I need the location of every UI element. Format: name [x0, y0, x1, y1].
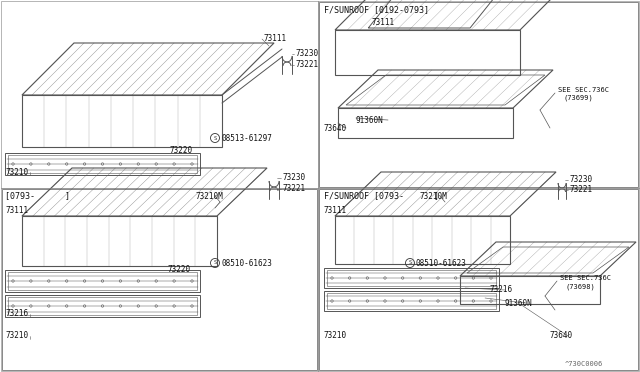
Text: S: S: [408, 260, 412, 266]
Bar: [319, 2, 638, 187]
Text: (73699): (73699): [564, 95, 594, 101]
Bar: [338, 108, 513, 138]
Text: 73210M: 73210M: [420, 192, 448, 201]
Bar: [327, 270, 496, 286]
Text: SEE SEC.736C: SEE SEC.736C: [560, 275, 611, 281]
Text: 73111: 73111: [264, 33, 287, 42]
Bar: [8, 297, 197, 315]
Bar: [5, 153, 200, 175]
Text: 73210: 73210: [324, 331, 347, 340]
Bar: [324, 291, 499, 311]
Text: F/SUNROOF [0192-0793]: F/SUNROOF [0192-0793]: [324, 6, 429, 15]
Bar: [327, 293, 496, 309]
Text: 73216: 73216: [5, 310, 28, 318]
Text: 73111: 73111: [372, 17, 395, 26]
Bar: [335, 30, 520, 75]
Text: 91360N: 91360N: [505, 298, 532, 308]
Text: [0793-      ]: [0793- ]: [5, 192, 70, 201]
Text: 73210: 73210: [5, 167, 28, 176]
Bar: [8, 272, 197, 290]
Text: 73111: 73111: [324, 205, 347, 215]
Text: 73221: 73221: [296, 60, 319, 68]
Text: ^730C0006: ^730C0006: [565, 361, 604, 367]
Text: 73210M: 73210M: [195, 192, 223, 201]
Text: 91360N: 91360N: [356, 115, 384, 125]
Text: 73221: 73221: [283, 183, 306, 192]
Bar: [319, 189, 638, 370]
Text: (73698): (73698): [566, 284, 596, 290]
Bar: [5, 270, 200, 292]
Text: 73216: 73216: [490, 285, 513, 295]
Text: S: S: [213, 135, 216, 141]
Text: 73220: 73220: [170, 145, 193, 154]
Text: 73210: 73210: [5, 331, 28, 340]
Text: 08510-61623: 08510-61623: [416, 259, 467, 267]
Text: SEE SEC.736C: SEE SEC.736C: [558, 87, 609, 93]
Bar: [2, 189, 317, 370]
Text: 73221: 73221: [570, 185, 593, 193]
Text: S: S: [213, 260, 216, 266]
Text: 73111: 73111: [5, 205, 28, 215]
Text: 73230: 73230: [570, 174, 593, 183]
Text: 73220: 73220: [168, 266, 191, 275]
Bar: [460, 276, 600, 304]
Bar: [5, 295, 200, 317]
Text: 73640: 73640: [550, 331, 573, 340]
Text: 73230: 73230: [296, 48, 319, 58]
Bar: [324, 268, 499, 288]
Text: 08513-61297: 08513-61297: [221, 134, 272, 142]
Text: F/SUNROOF [0793-      ]: F/SUNROOF [0793- ]: [324, 192, 439, 201]
Text: 73230: 73230: [283, 173, 306, 182]
Text: 73640: 73640: [324, 124, 347, 132]
Bar: [8, 155, 197, 173]
Text: 08510-61623: 08510-61623: [221, 259, 272, 267]
